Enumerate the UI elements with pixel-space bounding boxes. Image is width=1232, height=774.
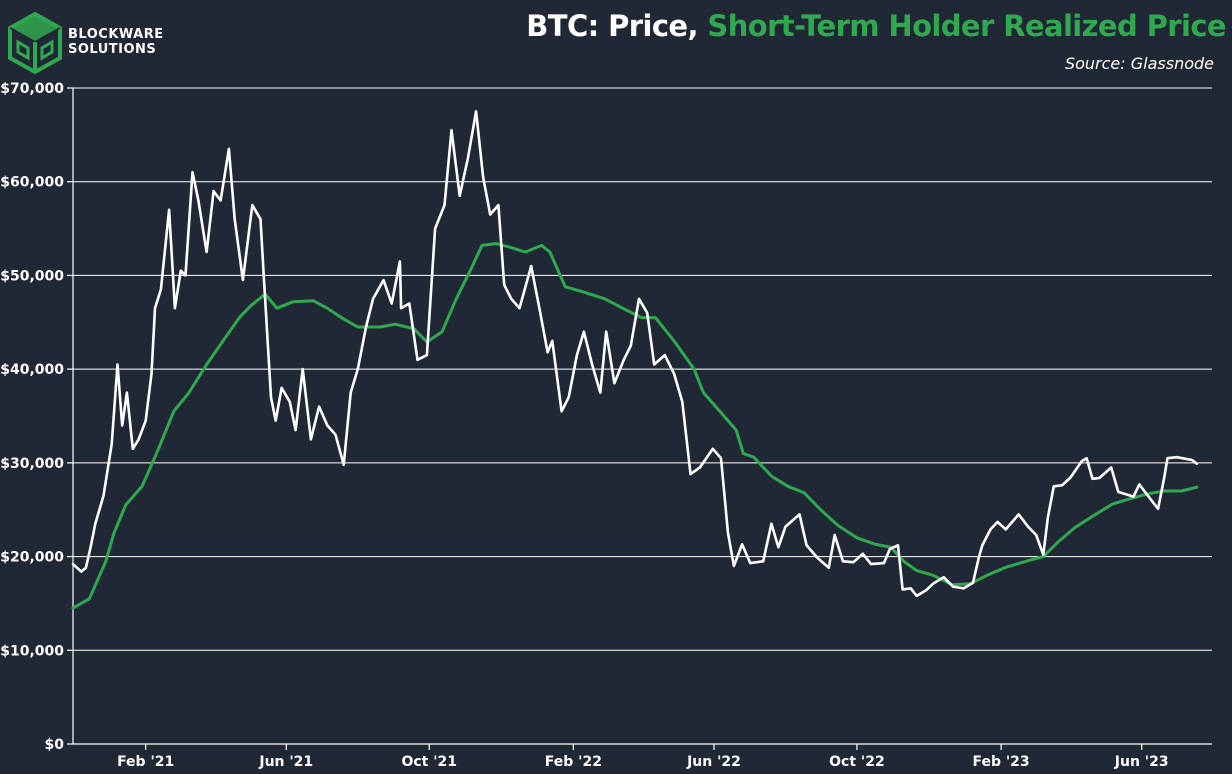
sth-realized-price-line (71, 242, 1199, 610)
logo-line-1: BLOCKWARE (68, 27, 164, 42)
brand-logo: BLOCKWARE SOLUTIONS (6, 11, 166, 75)
x-tick-labels: Feb '21 Jun '21 Oct '21 Feb '22 Jun '22 Oct '… (117, 744, 1169, 770)
x-tick-label: Feb '21 (117, 754, 174, 770)
x-tick-label: Jun '21 (258, 754, 313, 770)
logo-wordmark: BLOCKWARE SOLUTIONS (68, 27, 164, 57)
x-tick-label: Oct '22 (829, 754, 885, 770)
series-lines (71, 110, 1199, 610)
axes (72, 88, 1212, 745)
x-tick-label: Jun '23 (1114, 754, 1169, 770)
y-tick-label: $50,000 (0, 268, 64, 284)
y-tick-label: $40,000 (0, 362, 64, 378)
chart-source: Source: Glassnode (1064, 54, 1214, 73)
x-tick-label: Jun '22 (686, 754, 741, 770)
y-tick-label: $60,000 (0, 175, 64, 191)
chart-title: BTC: Price, Short-Term Holder Realized P… (526, 9, 1226, 43)
y-tick-label: $20,000 (0, 550, 64, 566)
price-line (71, 110, 1199, 598)
y-tick-label: $0 (45, 737, 65, 753)
y-tick-label: $70,000 (0, 81, 64, 97)
y-tick-labels: $0 $10,000 $20,000 $30,000 $40,000 $50,000 $60… (0, 81, 73, 753)
chart-title-prefix: BTC: Price, (526, 9, 708, 43)
x-tick-label: Oct '21 (401, 754, 457, 770)
logo-line-2: SOLUTIONS (68, 42, 157, 57)
y-tick-label: $10,000 (0, 643, 64, 659)
y-tick-label: $30,000 (0, 456, 64, 472)
chart-title-highlight: Short-Term Holder Realized Price (707, 9, 1226, 43)
x-tick-label: Feb '23 (972, 754, 1029, 770)
gridlines (73, 87, 1212, 651)
x-tick-label: Feb '22 (545, 754, 602, 770)
logo-cube-icon (8, 11, 62, 75)
